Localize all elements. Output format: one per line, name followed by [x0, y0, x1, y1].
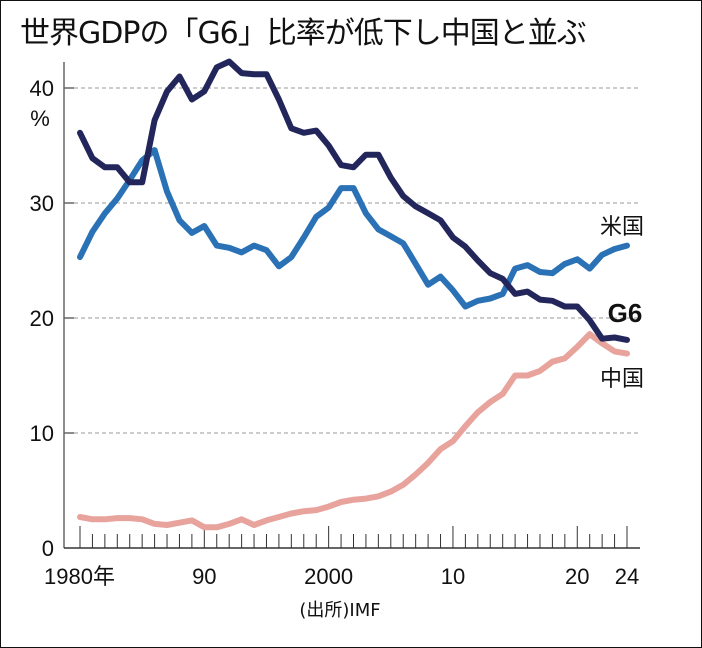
x-tick-label: 90 — [192, 564, 216, 589]
y-tick-label: 20 — [30, 306, 54, 331]
labels: 米国 G6 中国 (出所)IMF — [299, 215, 644, 621]
series-label-g6: G6 — [608, 298, 643, 328]
gridlines — [74, 87, 640, 434]
axes: 0 10 20 30 40% 1980年 90 2000 10 20 24 — [30, 62, 640, 589]
y-tick-label: 0 — [42, 536, 54, 561]
series-label-china: 中国 — [600, 367, 644, 392]
y-unit-label: % — [30, 106, 50, 131]
x-tick-label: 10 — [441, 564, 465, 589]
x-tick-label: 20 — [565, 564, 589, 589]
series-line-g6 — [77, 58, 630, 343]
series-label-us: 米国 — [600, 215, 644, 240]
y-tick-label: 30 — [30, 191, 54, 216]
series-line-china — [77, 331, 630, 531]
series-lines — [77, 58, 630, 531]
x-tick-label: 1980年 — [44, 564, 115, 589]
y-tick-label: 40 — [30, 76, 54, 101]
chart-title: 世界GDPの「G6」比率が低下し中国と並ぶ — [20, 16, 587, 51]
x-tick-label: 2000 — [304, 564, 353, 589]
x-tick-label: 24 — [615, 564, 639, 589]
y-tick-label: 10 — [30, 421, 54, 446]
series-line-us — [77, 147, 630, 310]
source-note: (出所)IMF — [299, 600, 380, 621]
